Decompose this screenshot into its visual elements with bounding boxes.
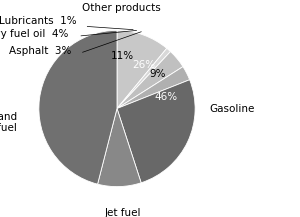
Wedge shape: [117, 52, 183, 108]
Wedge shape: [98, 108, 141, 187]
Text: Jet fuel: Jet fuel: [105, 209, 142, 217]
Wedge shape: [117, 48, 170, 108]
Text: Other products: Other products: [82, 3, 160, 13]
Text: 9%: 9%: [149, 69, 166, 79]
Text: Diesel and
other fuel: Diesel and other fuel: [0, 112, 17, 133]
Wedge shape: [117, 67, 190, 108]
Text: 26%: 26%: [132, 61, 155, 71]
Text: Asphalt  3%: Asphalt 3%: [9, 46, 72, 56]
Text: 46%: 46%: [155, 92, 178, 102]
Text: Gasoline: Gasoline: [209, 104, 255, 113]
Wedge shape: [39, 30, 117, 184]
Wedge shape: [117, 80, 195, 183]
Text: Heavy fuel oil  4%: Heavy fuel oil 4%: [0, 29, 69, 39]
Text: 11%: 11%: [110, 51, 134, 61]
Text: Lubricants  1%: Lubricants 1%: [0, 16, 76, 26]
Wedge shape: [117, 30, 167, 108]
